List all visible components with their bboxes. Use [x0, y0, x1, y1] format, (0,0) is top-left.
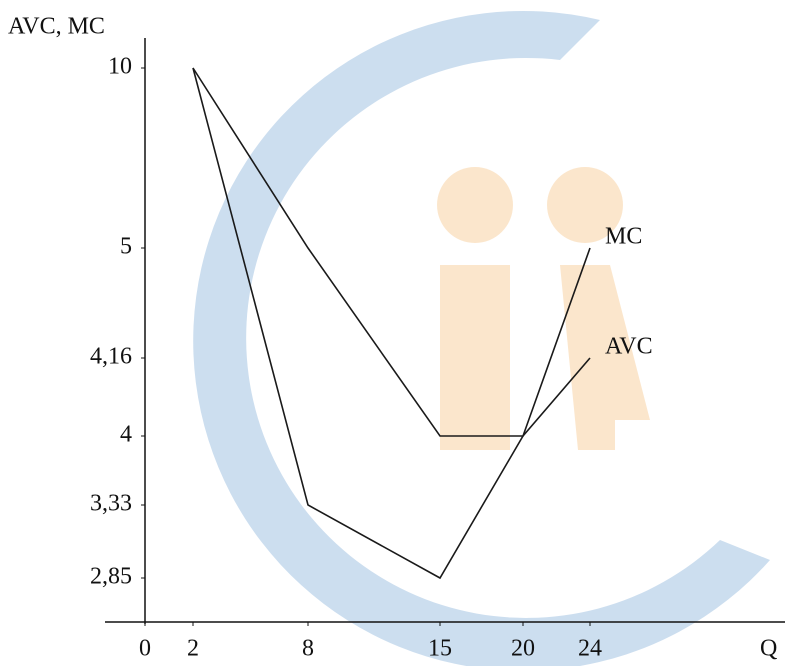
x-tick-label: 20 — [511, 636, 535, 662]
x-tick-label: 24 — [578, 636, 602, 662]
series-label: MC — [605, 224, 642, 250]
x-tick-label: 15 — [428, 636, 452, 662]
y-tick-label: 10 — [108, 54, 132, 80]
x-tick-label: 2 — [187, 636, 199, 662]
watermark — [193, 11, 770, 666]
y-tick-label: 4,16 — [90, 344, 132, 370]
series-label: AVC — [605, 334, 653, 360]
x-tick-label: 8 — [302, 636, 314, 662]
x-axis-label: Q — [760, 636, 777, 662]
y-tick-label: 5 — [120, 234, 132, 260]
y-tick-label: 4 — [120, 422, 132, 448]
y-tick-label: 3,33 — [90, 491, 132, 517]
y-tick-label: 2,85 — [90, 564, 132, 590]
y-axis-label: AVC, MC — [8, 14, 105, 40]
x-tick-label: 0 — [139, 636, 151, 662]
chart: AVC, MC Q 2,85 3,33 4 4,16 5 10 0 2 8 15 20 24 MC AVC — [0, 0, 785, 666]
